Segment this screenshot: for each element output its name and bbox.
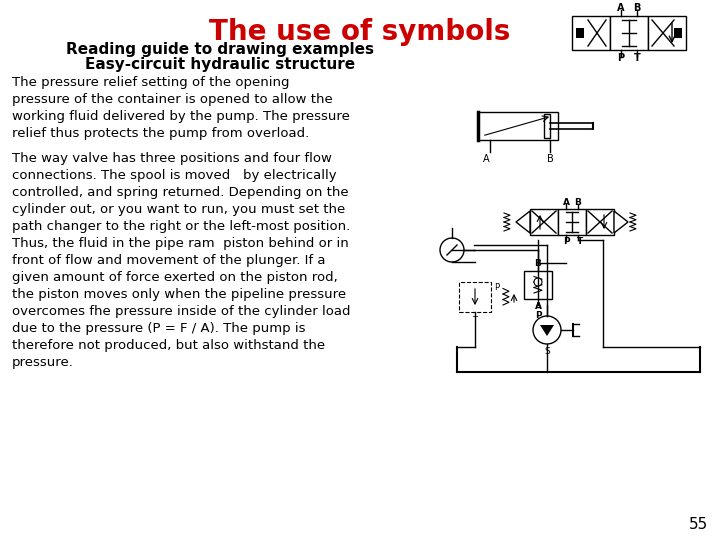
Bar — [478, 112, 558, 140]
Text: 55: 55 — [689, 517, 708, 532]
Bar — [648, 16, 686, 50]
Circle shape — [533, 316, 561, 344]
Bar — [544, 114, 550, 138]
Text: P: P — [563, 237, 570, 246]
Text: B: B — [546, 154, 554, 164]
Bar — [572, 16, 610, 50]
Text: T: T — [634, 53, 640, 63]
Polygon shape — [540, 325, 554, 336]
Circle shape — [534, 278, 542, 286]
Text: A: A — [617, 3, 625, 13]
Bar — [558, 209, 586, 235]
Text: A: A — [562, 198, 570, 207]
Text: B: B — [634, 3, 641, 13]
Bar — [576, 28, 584, 38]
Text: B: B — [534, 259, 541, 268]
Polygon shape — [614, 211, 628, 233]
Text: A: A — [482, 154, 490, 164]
Text: The pressure relief setting of the opening
pressure of the container is opened t: The pressure relief setting of the openi… — [12, 76, 350, 140]
Text: T: T — [577, 237, 583, 246]
Text: T: T — [472, 316, 477, 325]
Text: A: A — [534, 302, 541, 311]
Text: The way valve has three positions and four flow
connections. The spool is moved : The way valve has three positions and fo… — [12, 152, 351, 369]
Text: P: P — [535, 311, 541, 320]
Bar — [524, 271, 552, 299]
Bar — [674, 28, 682, 38]
Text: P: P — [494, 282, 499, 292]
Text: P: P — [618, 53, 624, 63]
Bar — [530, 209, 558, 235]
Bar — [459, 282, 491, 312]
Bar — [610, 16, 648, 50]
Text: B: B — [575, 198, 582, 207]
Text: Reading guide to drawing examples: Reading guide to drawing examples — [66, 42, 374, 57]
Circle shape — [440, 238, 464, 262]
Polygon shape — [516, 211, 530, 233]
Text: The use of symbols: The use of symbols — [210, 18, 510, 46]
Text: Easy-circuit hydraulic structure: Easy-circuit hydraulic structure — [85, 57, 355, 72]
Bar — [586, 209, 614, 235]
Text: S: S — [544, 347, 550, 356]
